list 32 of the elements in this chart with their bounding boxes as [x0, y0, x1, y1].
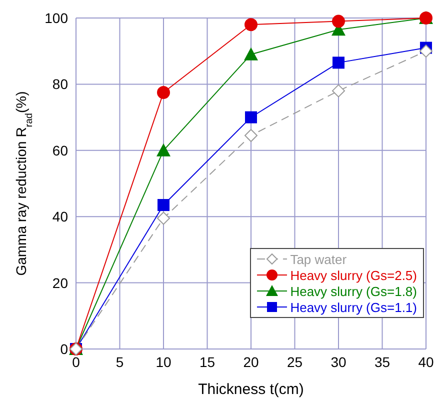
- x-tick-label: 0: [72, 354, 80, 370]
- x-tick-label: 5: [116, 354, 124, 370]
- y-tick-label: 60: [52, 142, 68, 158]
- point: [332, 56, 344, 69]
- point: [156, 143, 170, 156]
- point: [157, 86, 170, 99]
- legend-label: Tap water: [290, 252, 347, 266]
- x-tick-label: 40: [418, 354, 434, 370]
- point: [244, 18, 258, 32]
- y-tick-label: 80: [52, 76, 68, 92]
- y-tick-label: 100: [44, 10, 68, 26]
- x-tick-label: 30: [330, 354, 346, 370]
- legend-label: Heavy slurry (Gs=1.1): [290, 300, 417, 314]
- point: [420, 44, 432, 58]
- legend-label: Heavy slurry (Gs=2.5): [290, 268, 417, 282]
- x-axis-title: Thickness t(cm): [198, 381, 304, 398]
- x-tick-label: 35: [374, 354, 390, 370]
- x-tick-label: 25: [286, 354, 303, 370]
- point: [332, 84, 345, 98]
- x-tick-label: 20: [243, 354, 259, 370]
- point: [157, 212, 170, 225]
- y-tick-label: 40: [52, 208, 68, 225]
- x-tick-label: 15: [199, 354, 216, 370]
- point: [158, 199, 170, 212]
- point: [244, 129, 258, 142]
- y-tick-label: 0: [60, 340, 68, 357]
- point: [245, 111, 257, 124]
- point: [332, 14, 345, 28]
- x-tick-label: 10: [156, 354, 172, 370]
- point: [244, 47, 258, 60]
- y-tick-label: 20: [52, 274, 68, 291]
- legend-label: Heavy slurry (Gs=1.8): [290, 284, 417, 298]
